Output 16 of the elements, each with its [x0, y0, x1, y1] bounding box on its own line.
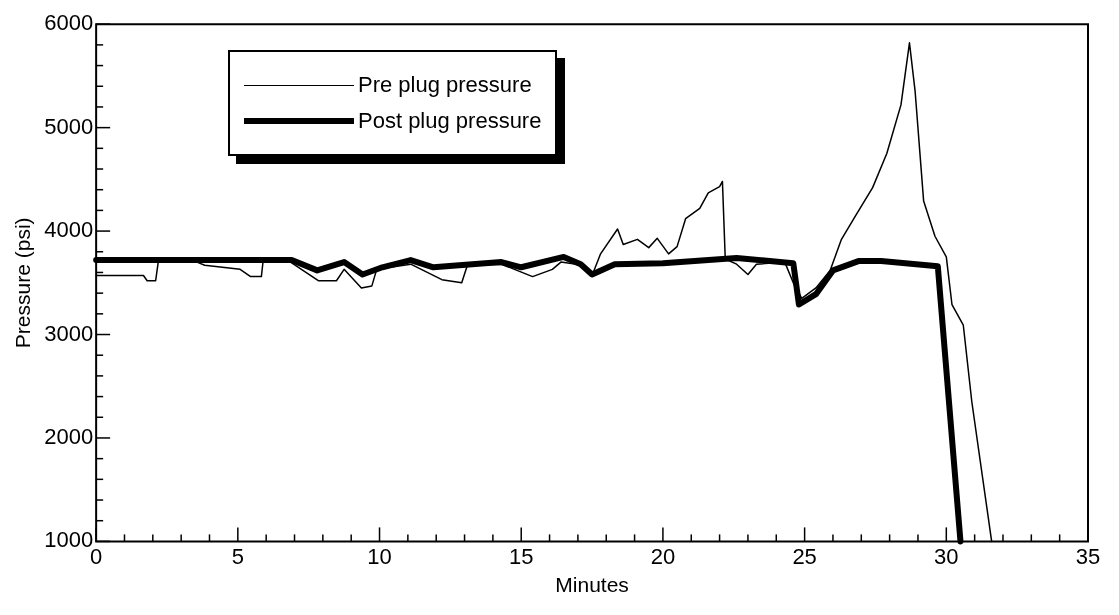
x-tick-label: 25	[792, 543, 817, 569]
y-tick-label: 3000	[44, 320, 94, 346]
x-axis-title: Minutes	[555, 573, 629, 597]
y-tick-label: 4000	[44, 217, 94, 243]
y-tick-label: 2000	[44, 424, 94, 450]
legend-label: Pre plug pressure	[358, 72, 532, 98]
x-tick-label: 15	[508, 543, 534, 569]
y-tick-label: 5000	[44, 113, 94, 139]
y-tick-label: 6000	[44, 10, 94, 36]
legend-label: Post plug pressure	[358, 108, 542, 134]
x-tick-label: 35	[1075, 543, 1101, 569]
y-axis-title: Pressure (psi)	[11, 217, 35, 349]
x-tick-label: 10	[367, 543, 392, 569]
x-tick-label: 30	[934, 543, 959, 569]
x-tick-label: 5	[231, 543, 244, 569]
x-tick-label: 20	[650, 543, 676, 569]
